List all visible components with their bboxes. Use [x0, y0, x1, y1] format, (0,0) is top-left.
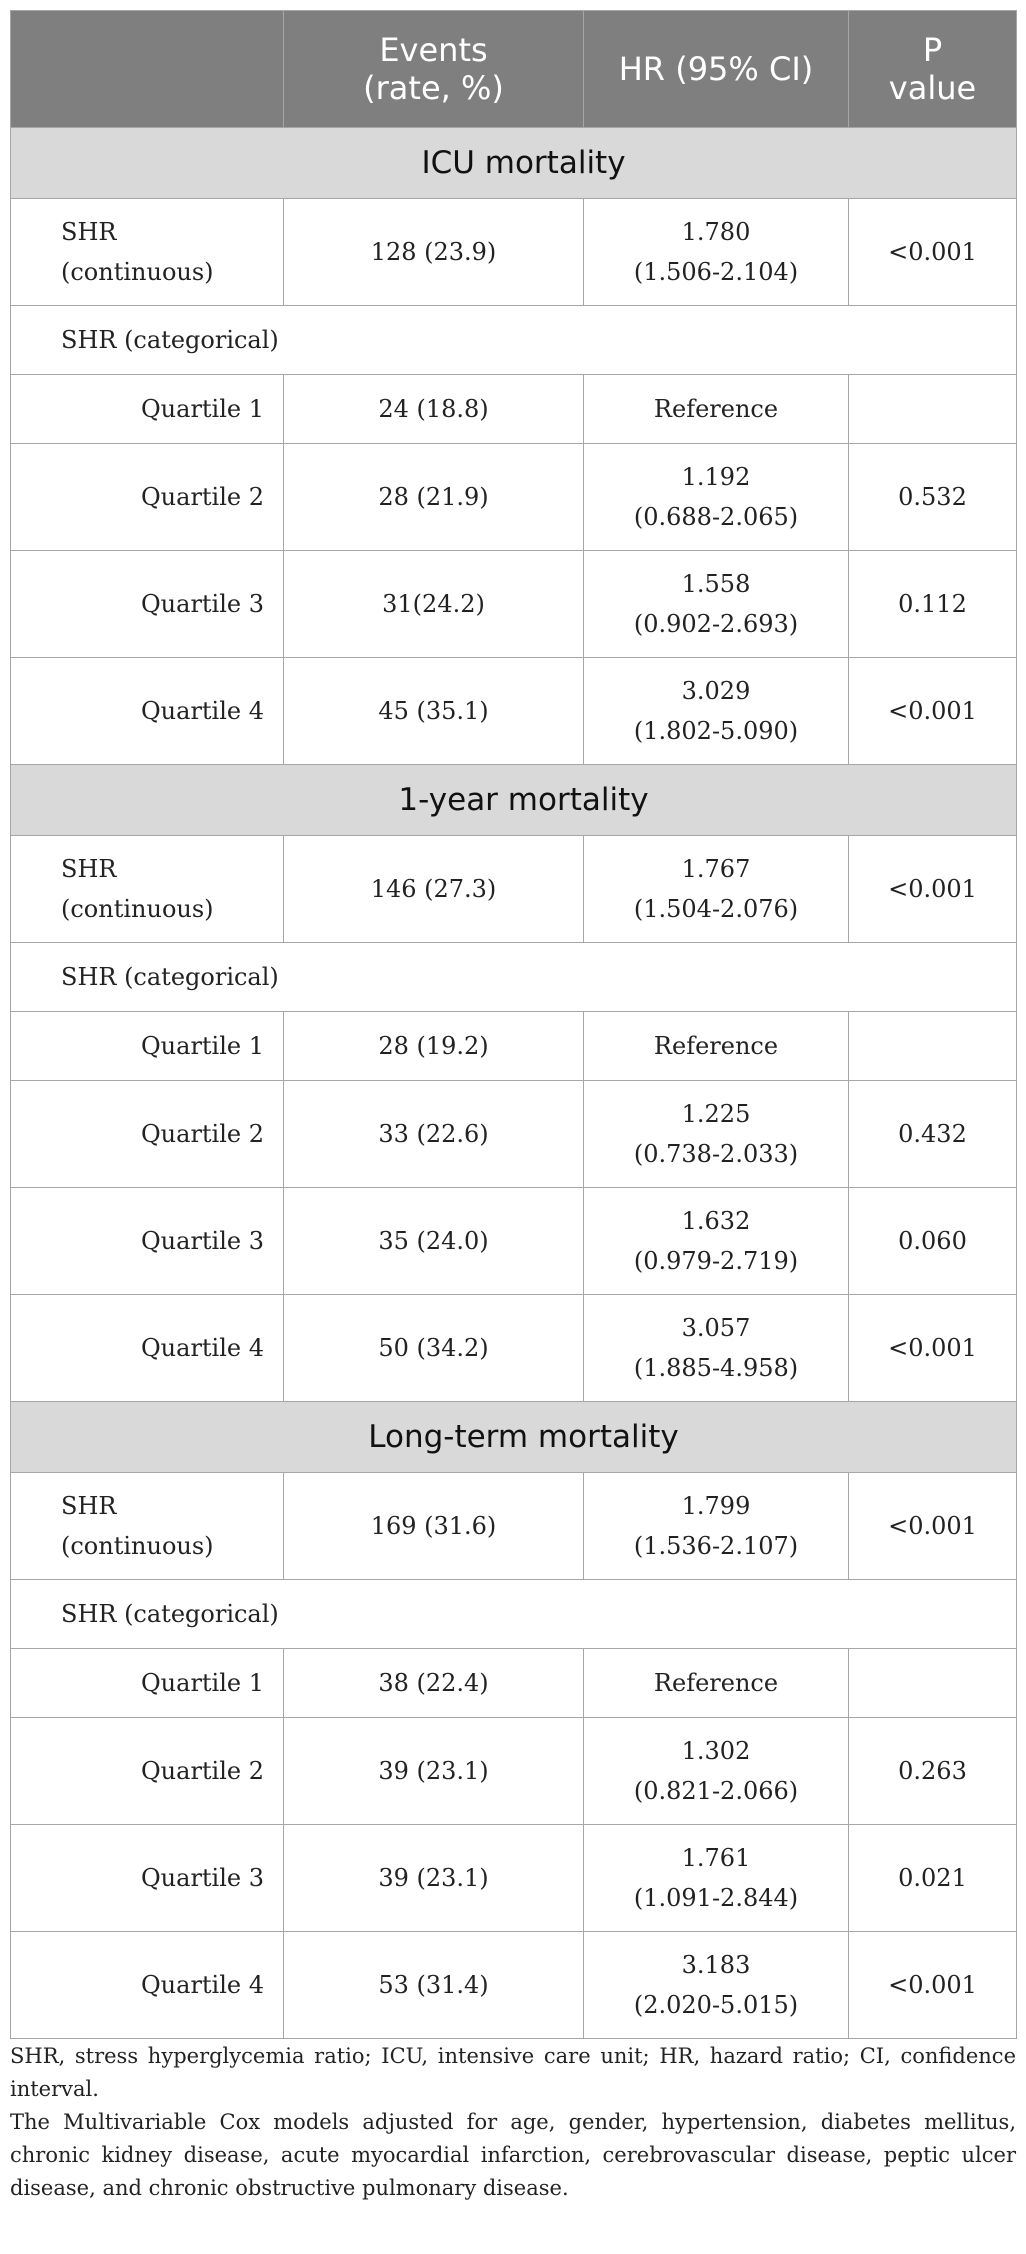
header-hr: HR (95% CI) [583, 10, 849, 128]
p-value-cell [848, 374, 1017, 444]
p-value-cell: 0.021 [848, 1824, 1017, 1932]
p-value-cell: 0.532 [848, 443, 1017, 551]
hr-cell: 3.183 (2.020-5.015) [583, 1931, 849, 2039]
quartile-label: Quartile 2 [10, 443, 284, 551]
table-footnotes: SHR, stress hyperglycemia ratio; ICU, in… [10, 2040, 1016, 2205]
hr-cell: 3.057 (1.885-4.958) [583, 1294, 849, 1402]
events-cell: 169 (31.6) [283, 1472, 584, 1580]
section-row: 1-year mortality [10, 764, 1017, 836]
quartile-label: Quartile 3 [10, 1824, 284, 1932]
hr-cell: Reference [583, 1648, 849, 1718]
hr-cell: 1.761 (1.091-2.844) [583, 1824, 849, 1932]
categorical-label: SHR (categorical) [10, 942, 1017, 1012]
categorical-row: SHR (categorical) [10, 305, 1017, 375]
quartile-label: Quartile 1 [10, 1648, 284, 1718]
p-value-cell: 0.112 [848, 550, 1017, 658]
p-value-cell: <0.001 [848, 657, 1017, 765]
events-cell: 53 (31.4) [283, 1931, 584, 2039]
events-cell: 39 (23.1) [283, 1717, 584, 1825]
events-cell: 38 (22.4) [283, 1648, 584, 1718]
p-value-cell: <0.001 [848, 1472, 1017, 1580]
hr-cell: Reference [583, 374, 849, 444]
quartile-row: Quartile 4 45 (35.1) 3.029 (1.802-5.090) <0.… [10, 657, 1017, 765]
quartile-label: Quartile 3 [10, 550, 284, 658]
events-cell: 28 (19.2) [283, 1011, 584, 1081]
continuous-row: SHR (continuous) 128 (23.9) 1.780 (1.506-2.1… [10, 198, 1017, 306]
categorical-row: SHR (categorical) [10, 1579, 1017, 1649]
p-value-cell: <0.001 [848, 198, 1017, 306]
hr-cell: 1.767 (1.504-2.076) [583, 835, 849, 943]
events-cell: 24 (18.8) [283, 374, 584, 444]
quartile-row: Quartile 3 31(24.2) 1.558 (0.902-2.693) 0.11… [10, 550, 1017, 658]
events-cell: 31(24.2) [283, 550, 584, 658]
footnote-abbreviations: SHR, stress hyperglycemia ratio; ICU, in… [10, 2044, 1016, 2101]
quartile-row: Quartile 4 50 (34.2) 3.057 (1.885-4.958) <0.… [10, 1294, 1017, 1402]
quartile-label: Quartile 2 [10, 1080, 284, 1188]
quartile-label: Quartile 4 [10, 1931, 284, 2039]
p-value-cell [848, 1011, 1017, 1081]
quartile-row: Quartile 1 28 (19.2) Reference [10, 1011, 1017, 1081]
p-value-cell: 0.060 [848, 1187, 1017, 1295]
p-value-cell: 0.263 [848, 1717, 1017, 1825]
quartile-row: Quartile 2 39 (23.1) 1.302 (0.821-2.066) 0.2… [10, 1717, 1017, 1825]
events-cell: 146 (27.3) [283, 835, 584, 943]
quartile-label: Quartile 1 [10, 374, 284, 444]
quartile-label: Quartile 4 [10, 657, 284, 765]
footnote-model-adjustment: The Multivariable Cox models adjusted fo… [10, 2110, 1016, 2200]
continuous-row: SHR (continuous) 169 (31.6) 1.799 (1.536-2.1… [10, 1472, 1017, 1580]
quartile-row: Quartile 1 24 (18.8) Reference [10, 374, 1017, 444]
hr-cell: 3.029 (1.802-5.090) [583, 657, 849, 765]
quartile-label: Quartile 4 [10, 1294, 284, 1402]
events-cell: 45 (35.1) [283, 657, 584, 765]
hr-cell: 1.192 (0.688-2.065) [583, 443, 849, 551]
header-blank [10, 10, 284, 128]
events-cell: 35 (24.0) [283, 1187, 584, 1295]
events-cell: 33 (22.6) [283, 1080, 584, 1188]
hr-cell: 1.780 (1.506-2.104) [583, 198, 849, 306]
section-row: ICU mortality [10, 127, 1017, 199]
events-cell: 50 (34.2) [283, 1294, 584, 1402]
p-value-cell: <0.001 [848, 1294, 1017, 1402]
events-cell: 28 (21.9) [283, 443, 584, 551]
section-title: Long-term mortality [10, 1401, 1017, 1473]
categorical-label: SHR (categorical) [10, 305, 1017, 375]
quartile-label: Quartile 1 [10, 1011, 284, 1081]
row-label: SHR (continuous) [10, 198, 284, 306]
hr-cell: 1.302 (0.821-2.066) [583, 1717, 849, 1825]
p-value-cell: 0.432 [848, 1080, 1017, 1188]
p-value-cell: <0.001 [848, 835, 1017, 943]
hr-cell: 1.799 (1.536-2.107) [583, 1472, 849, 1580]
quartile-label: Quartile 3 [10, 1187, 284, 1295]
hr-cell: Reference [583, 1011, 849, 1081]
quartile-row: Quartile 1 38 (22.4) Reference [10, 1648, 1017, 1718]
quartile-row: Quartile 4 53 (31.4) 3.183 (2.020-5.015) <0.… [10, 1931, 1017, 2039]
row-label: SHR (continuous) [10, 1472, 284, 1580]
quartile-label: Quartile 2 [10, 1717, 284, 1825]
row-label: SHR (continuous) [10, 835, 284, 943]
events-cell: 128 (23.9) [283, 198, 584, 306]
hr-cell: 1.225 (0.738-2.033) [583, 1080, 849, 1188]
p-value-cell [848, 1648, 1017, 1718]
continuous-row: SHR (continuous) 146 (27.3) 1.767 (1.504-2.0… [10, 835, 1017, 943]
categorical-row: SHR (categorical) [10, 942, 1017, 1012]
events-cell: 39 (23.1) [283, 1824, 584, 1932]
table-body: ICU mortality SHR (continuous) 128 (23.9) 1.… [10, 127, 1017, 2039]
hr-cell: 1.558 (0.902-2.693) [583, 550, 849, 658]
quartile-row: Quartile 2 33 (22.6) 1.225 (0.738-2.033) 0.4… [10, 1080, 1017, 1188]
section-row: Long-term mortality [10, 1401, 1017, 1473]
header-events: Events (rate, %) [283, 10, 584, 128]
hr-cell: 1.632 (0.979-2.719) [583, 1187, 849, 1295]
section-title: 1-year mortality [10, 764, 1017, 836]
quartile-row: Quartile 2 28 (21.9) 1.192 (0.688-2.065) 0.5… [10, 443, 1017, 551]
section-title: ICU mortality [10, 127, 1017, 199]
categorical-label: SHR (categorical) [10, 1579, 1017, 1649]
quartile-row: Quartile 3 39 (23.1) 1.761 (1.091-2.844) 0.0… [10, 1824, 1017, 1932]
quartile-row: Quartile 3 35 (24.0) 1.632 (0.979-2.719) 0.0… [10, 1187, 1017, 1295]
p-value-cell: <0.001 [848, 1931, 1017, 2039]
